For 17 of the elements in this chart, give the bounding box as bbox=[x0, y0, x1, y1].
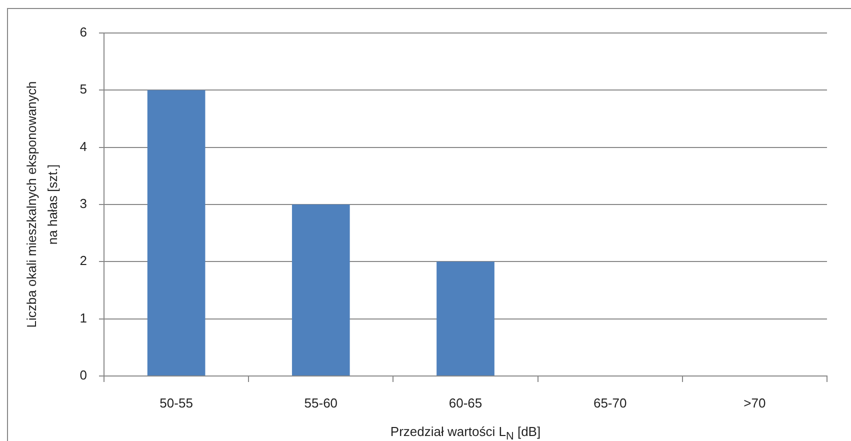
x-tick-label: 50-55 bbox=[160, 395, 193, 410]
x-tick-label: 65-70 bbox=[593, 395, 627, 410]
y-tick-label: 2 bbox=[80, 253, 87, 268]
y-tick-label: 6 bbox=[80, 24, 87, 40]
y-tick-label: 0 bbox=[80, 368, 87, 383]
x-tick-label: 55-60 bbox=[304, 395, 338, 410]
x-axis-title: Przedział wartości L$_{N}$ [dB] bbox=[389, 424, 542, 441]
y-tick-label: 5 bbox=[80, 82, 87, 97]
y-tick-label: 1 bbox=[80, 310, 87, 326]
bar bbox=[292, 204, 350, 376]
bar bbox=[436, 262, 494, 376]
y-axis-title: Liczba okali mieszkalnych eksponowanych na hałas [szt.] bbox=[24, 81, 60, 328]
x-tick-label: >70 bbox=[744, 395, 766, 410]
x-tick-label: 60-65 bbox=[448, 395, 482, 410]
y-tick-label: 3 bbox=[80, 196, 87, 212]
y-tick-label: 4 bbox=[80, 138, 87, 154]
bar bbox=[147, 90, 206, 376]
